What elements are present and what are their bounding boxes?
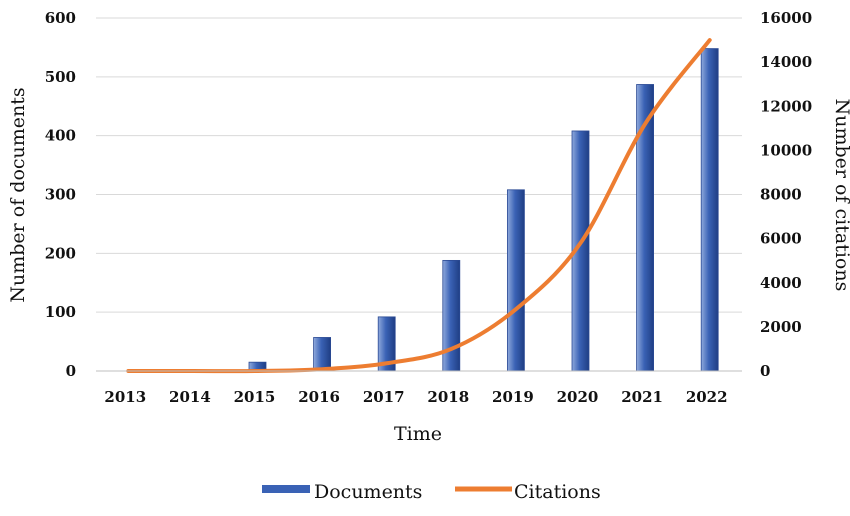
y-tick-label: 500 [45, 68, 76, 86]
line-series-citations [128, 40, 710, 371]
y2-tick-label: 16000 [760, 9, 812, 27]
y2-tick-label: 0 [760, 362, 770, 380]
y2-tick-label: 6000 [760, 230, 802, 248]
x-tick-label: 2014 [169, 388, 211, 406]
x-tick-label: 2013 [104, 388, 146, 406]
bar-series-documents [184, 49, 718, 371]
y-tick-label: 300 [45, 186, 76, 204]
y-tick-label: 0 [66, 362, 76, 380]
axes: 0100200300400500600020004000600080001000… [45, 9, 813, 406]
bar-documents [314, 337, 331, 371]
y-tick-label: 200 [45, 244, 76, 262]
y2-tick-label: 4000 [760, 274, 802, 292]
bar-documents [443, 260, 460, 371]
legend-label-documents: Documents [314, 481, 422, 503]
y2-tick-label: 2000 [760, 318, 802, 336]
x-tick-label: 2020 [557, 388, 599, 406]
x-tick-label: 2019 [492, 388, 534, 406]
x-tick-label: 2018 [427, 388, 469, 406]
y2-axis-title: Number of citations [831, 99, 850, 292]
y-axis-title: Number of documents [7, 87, 29, 302]
y2-tick-label: 14000 [760, 53, 812, 71]
y-tick-label: 600 [45, 9, 76, 27]
x-tick-label: 2021 [621, 388, 663, 406]
legend: Documents Citations [262, 481, 601, 503]
y-tick-label: 400 [45, 127, 76, 145]
legend-swatch-documents [262, 485, 310, 493]
x-tick-label: 2016 [298, 388, 340, 406]
x-axis-title: Time [394, 423, 442, 445]
bar-documents [507, 190, 524, 371]
y-tick-label: 100 [45, 303, 76, 321]
line-citations [128, 40, 709, 371]
y2-tick-label: 12000 [760, 97, 812, 115]
x-tick-label: 2017 [363, 388, 405, 406]
y2-tick-label: 8000 [760, 186, 802, 204]
x-tick-label: 2015 [234, 388, 276, 406]
x-tick-label: 2022 [686, 388, 728, 406]
legend-label-citations: Citations [514, 481, 601, 503]
bar-documents [701, 49, 718, 371]
y2-tick-label: 10000 [760, 141, 812, 159]
